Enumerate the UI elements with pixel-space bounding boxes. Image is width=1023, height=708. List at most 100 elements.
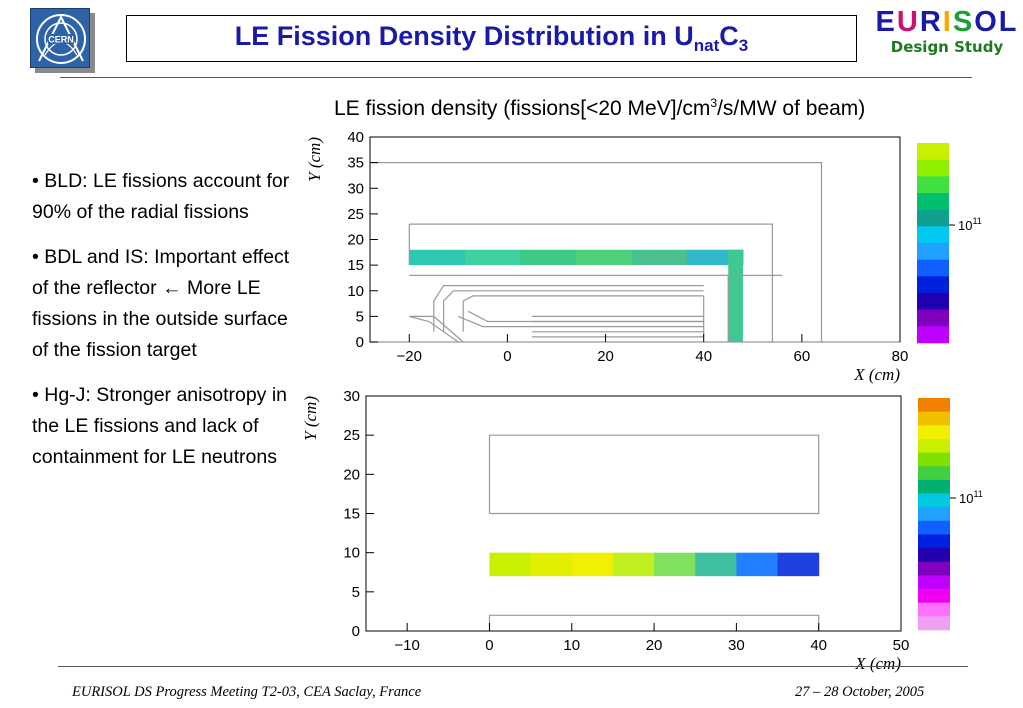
colorbar-cell — [918, 479, 950, 494]
title-box: LE Fission Density Distribution in UnatC… — [126, 15, 857, 62]
fission-density-cell — [612, 552, 655, 577]
footer-divider — [58, 666, 968, 667]
colorbar-cell — [918, 520, 950, 535]
page-title: LE Fission Density Distribution in UnatC… — [234, 21, 749, 55]
x-tick-label: 30 — [728, 637, 745, 654]
bullet-item: • BLD: LE fissions account for 90% of th… — [32, 170, 290, 223]
eurisol-letter: U — [896, 6, 920, 38]
geometry-outline — [433, 285, 704, 332]
y-tick-label: 10 — [343, 545, 360, 562]
y-tick-label: 5 — [352, 584, 360, 601]
colorbar-cell — [917, 226, 949, 244]
x-tick-label: 60 — [794, 348, 811, 365]
colorbar-cell — [918, 493, 950, 508]
fission-density-cell — [695, 552, 737, 577]
bullet-item: • Hg-J: Stronger anisotropy in the LE fi… — [32, 384, 288, 468]
x-axis-label: X (cm) — [853, 365, 900, 384]
y-axis-label: Y (cm) — [301, 396, 320, 441]
x-tick-label: 0 — [485, 637, 493, 654]
colorbar-cell — [917, 276, 949, 294]
y-tick-label: 15 — [343, 506, 360, 523]
plot-caption: LE fission density (fissions[<20 MeV]/cm… — [334, 96, 866, 120]
y-tick-label: 15 — [347, 257, 364, 274]
bullet-list: • BLD: LE fissions account for 90% of th… — [32, 166, 294, 487]
eurisol-letter: R — [919, 6, 943, 38]
fission-density-cell — [728, 249, 743, 342]
colorbar-cell — [917, 176, 949, 194]
heatmap-plot-1: 0 5 10 15 20 25 30 35 40 −20 0 20 40 60 80X (cm) Y (cm)… — [305, 129, 982, 384]
x-tick-label: 50 — [893, 637, 910, 654]
geometry-outline — [409, 223, 774, 342]
x-axis-label: X (cm) — [854, 654, 901, 673]
y-tick-label: 25 — [347, 206, 364, 223]
colorbar-cell — [918, 507, 950, 522]
y-tick-label: 35 — [347, 155, 364, 172]
footer-date: 27 – 28 October, 2005 — [795, 684, 925, 700]
colorbar-cell — [917, 193, 949, 210]
colorbar-cell — [917, 293, 949, 310]
colorbar-cell — [917, 143, 949, 160]
eurisol-letter: E — [875, 6, 897, 38]
y-tick-label: 25 — [343, 427, 360, 444]
fission-density-cell — [777, 552, 820, 577]
eurisol-letter: S — [952, 6, 975, 38]
fission-density-cell — [571, 552, 614, 577]
fission-density-cell — [520, 249, 577, 266]
eurisol-subtitle: Design Study — [890, 38, 1004, 56]
x-tick-label: 10 — [563, 637, 580, 654]
x-tick-label: 40 — [810, 637, 827, 654]
y-tick-label: 10 — [347, 283, 364, 300]
x-tick-label: −10 — [394, 637, 419, 654]
colorbar-cell — [918, 411, 950, 426]
fission-density-cell — [464, 249, 521, 266]
fission-density-cell — [409, 249, 466, 266]
colorbar-cell — [917, 309, 949, 327]
y-tick-label: 0 — [356, 334, 364, 351]
colorbar-cell — [918, 589, 950, 604]
y-tick-label: 30 — [347, 180, 364, 197]
colorbar-cell — [917, 259, 949, 277]
footer-meeting: EURISOL DS Progress Meeting T2-03, CEA S… — [72, 684, 422, 700]
geometry-outline — [409, 315, 459, 343]
cern-logo-icon: CERN — [36, 14, 86, 64]
fission-density-cell — [654, 552, 696, 577]
colorbar-cell — [918, 575, 950, 590]
eurisol-wordmark: EURISOL — [874, 6, 1020, 38]
x-tick-label: 20 — [597, 348, 614, 365]
fission-density-cell — [631, 249, 688, 266]
y-tick-label: 30 — [343, 388, 360, 405]
colorbar-cell — [918, 534, 950, 549]
colorbar-cell — [918, 548, 950, 563]
geometry-outline — [488, 434, 820, 515]
colorbar-cell — [918, 466, 950, 481]
colorbar-cell — [917, 326, 949, 344]
heatmap-plot-2: 0 5 10 15 20 25 30 −10 0 10 20 30 40 50X (cm) Y (cm) 10… — [301, 388, 983, 673]
y-tick-label: 20 — [347, 232, 364, 249]
fission-density-cell — [489, 552, 532, 577]
header-divider — [60, 77, 972, 78]
x-tick-label: 80 — [892, 348, 909, 365]
geometry-outline — [443, 290, 704, 332]
eurisol-letter: L — [998, 6, 1019, 38]
y-tick-label: 5 — [356, 308, 364, 325]
eurisol-logo: EURISOL Design Study — [874, 6, 1020, 72]
colorbar-label: 1011 — [959, 489, 983, 506]
eurisol-letter: O — [974, 6, 999, 38]
y-tick-label: 40 — [347, 129, 364, 146]
fission-density-cell — [530, 552, 573, 577]
colorbar-cell — [917, 159, 949, 177]
geometry-outline — [458, 315, 704, 328]
bullet-item: • BDL and IS: Important effect of the re… — [32, 246, 290, 361]
eurisol-letter: I — [942, 6, 953, 38]
x-tick-label: 20 — [646, 637, 663, 654]
cern-logo: CERN — [30, 8, 96, 74]
x-tick-label: 40 — [695, 348, 712, 365]
colorbar-cell — [918, 425, 950, 440]
y-tick-label: 20 — [343, 466, 360, 483]
y-tick-label: 0 — [352, 623, 360, 640]
svg-text:CERN: CERN — [48, 35, 74, 45]
geometry-outline — [370, 162, 823, 342]
colorbar-cell — [918, 452, 950, 467]
colorbar-cell — [918, 561, 950, 576]
